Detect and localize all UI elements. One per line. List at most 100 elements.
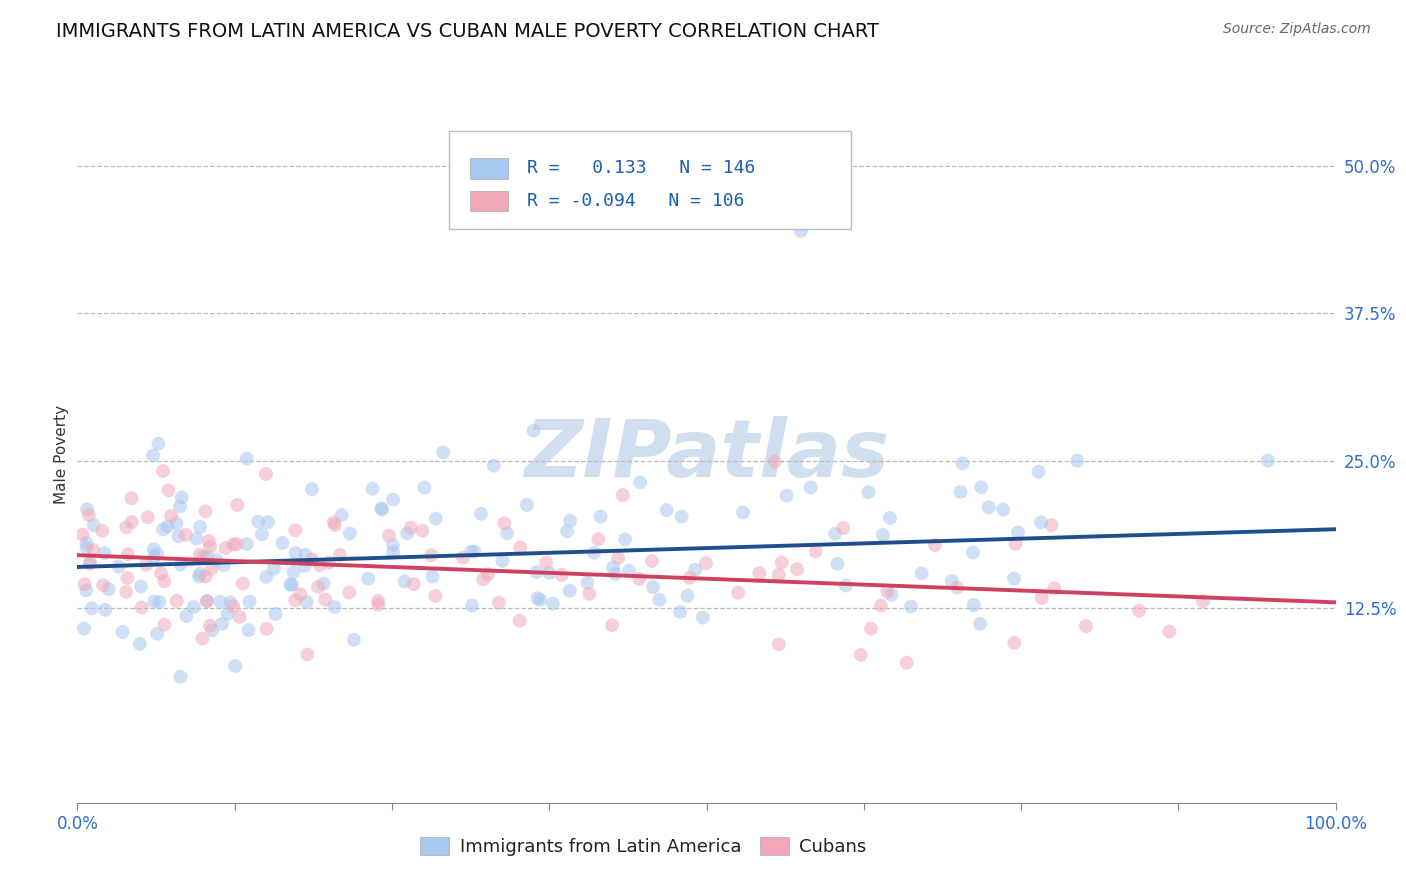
Point bbox=[969, 616, 991, 631]
Point bbox=[195, 594, 218, 608]
Point bbox=[1043, 581, 1066, 595]
Point bbox=[422, 569, 444, 583]
Point bbox=[361, 482, 384, 496]
Point bbox=[692, 610, 714, 624]
Point bbox=[312, 576, 335, 591]
Point bbox=[870, 599, 893, 613]
Point bbox=[963, 598, 986, 612]
Point bbox=[238, 595, 260, 609]
Point bbox=[461, 599, 484, 613]
Point bbox=[169, 670, 191, 684]
Point bbox=[254, 467, 277, 481]
Point bbox=[396, 526, 419, 541]
Point bbox=[526, 565, 548, 579]
Point bbox=[72, 527, 94, 541]
Point bbox=[143, 594, 166, 608]
Point bbox=[775, 489, 797, 503]
Point bbox=[152, 464, 174, 478]
Point bbox=[804, 544, 827, 558]
Point bbox=[169, 558, 191, 572]
Point bbox=[117, 547, 139, 561]
Point bbox=[413, 480, 436, 494]
Point bbox=[91, 524, 114, 538]
Point bbox=[768, 637, 790, 651]
Point bbox=[148, 595, 170, 609]
Point bbox=[470, 507, 492, 521]
Point bbox=[900, 599, 922, 614]
Point bbox=[228, 610, 250, 624]
Point bbox=[131, 600, 153, 615]
Point bbox=[343, 632, 366, 647]
Point bbox=[683, 563, 706, 577]
Point bbox=[73, 621, 96, 635]
Point bbox=[224, 659, 246, 673]
Point bbox=[211, 616, 233, 631]
Point bbox=[827, 557, 849, 571]
Point bbox=[284, 523, 307, 537]
Point bbox=[314, 592, 336, 607]
Point bbox=[605, 567, 627, 582]
Point bbox=[136, 510, 159, 524]
Legend: Immigrants from Latin America, Cubans: Immigrants from Latin America, Cubans bbox=[413, 830, 875, 863]
Point bbox=[219, 595, 242, 609]
Point bbox=[1004, 537, 1026, 551]
Point bbox=[188, 548, 211, 562]
Point bbox=[411, 524, 433, 538]
Point bbox=[496, 526, 519, 541]
Point bbox=[152, 523, 174, 537]
Point bbox=[76, 536, 98, 550]
Point bbox=[284, 546, 307, 560]
Point bbox=[880, 588, 903, 602]
Point bbox=[250, 527, 273, 541]
Point bbox=[655, 503, 678, 517]
Point bbox=[491, 554, 513, 568]
Point bbox=[318, 556, 340, 570]
Point bbox=[786, 562, 808, 576]
Text: IMMIGRANTS FROM LATIN AMERICA VS CUBAN MALE POVERTY CORRELATION CHART: IMMIGRANTS FROM LATIN AMERICA VS CUBAN M… bbox=[56, 22, 879, 41]
Point bbox=[835, 578, 858, 592]
Point bbox=[295, 595, 318, 609]
Point bbox=[1074, 619, 1097, 633]
Point bbox=[297, 648, 319, 662]
Point bbox=[394, 574, 416, 589]
Point bbox=[607, 550, 630, 565]
Point bbox=[97, 582, 120, 596]
Point bbox=[676, 589, 699, 603]
Point bbox=[115, 520, 138, 534]
Point bbox=[824, 526, 846, 541]
Point bbox=[1257, 453, 1279, 467]
Point bbox=[509, 614, 531, 628]
Point bbox=[477, 567, 499, 582]
Point bbox=[970, 480, 993, 494]
Point bbox=[169, 500, 191, 514]
Point bbox=[256, 622, 278, 636]
Text: R =   0.133   N = 146: R = 0.133 N = 146 bbox=[527, 160, 755, 178]
Point bbox=[1128, 604, 1150, 618]
Point bbox=[800, 480, 823, 494]
Point bbox=[541, 597, 564, 611]
Point bbox=[695, 556, 717, 570]
Point bbox=[946, 581, 969, 595]
Point bbox=[641, 580, 664, 594]
Point bbox=[323, 518, 346, 533]
Point bbox=[235, 537, 257, 551]
Point bbox=[526, 591, 548, 606]
Point bbox=[727, 586, 749, 600]
Point bbox=[121, 515, 143, 529]
Point bbox=[648, 592, 671, 607]
Point bbox=[148, 436, 170, 450]
Point bbox=[399, 521, 422, 535]
Point bbox=[382, 538, 405, 552]
Point bbox=[75, 583, 97, 598]
Point bbox=[628, 475, 651, 490]
Point bbox=[82, 543, 104, 558]
Y-axis label: Male Poverty: Male Poverty bbox=[53, 405, 69, 505]
Point bbox=[509, 541, 531, 555]
Text: R = -0.094   N = 106: R = -0.094 N = 106 bbox=[527, 192, 744, 210]
Point bbox=[183, 599, 205, 614]
Point bbox=[357, 572, 380, 586]
Point bbox=[588, 532, 610, 546]
Point bbox=[198, 618, 221, 632]
Point bbox=[198, 534, 221, 549]
Point bbox=[425, 511, 447, 525]
